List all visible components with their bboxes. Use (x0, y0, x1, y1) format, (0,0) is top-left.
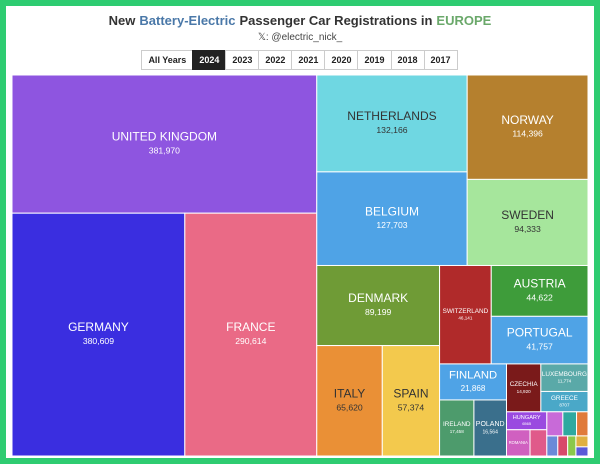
tile-label: FINLAND (449, 370, 497, 382)
value-label: 94,333 (514, 224, 541, 234)
tile (316, 345, 383, 457)
tile-label: ITALY (334, 386, 366, 400)
value-label: 44,622 (526, 292, 553, 302)
tile (490, 315, 589, 365)
tile (540, 363, 589, 392)
value-label: 11,774 (558, 379, 572, 384)
title-part: New (108, 13, 136, 28)
tile (557, 435, 569, 457)
value-label: 41,757 (526, 342, 553, 352)
tile-label: CZECHIA (510, 381, 539, 388)
year-tab[interactable]: 2021 (291, 50, 326, 70)
tile-label: FRANCE (226, 320, 275, 334)
tile-label: NETHERLANDS (347, 109, 436, 123)
tile-label: DENMARK (348, 291, 408, 305)
tile-label: ROMANIA (509, 440, 528, 445)
tile-label: UNITED KINGDOM (112, 130, 217, 144)
year-tab[interactable]: 2020 (324, 50, 359, 70)
subtitle: 𝕏: @electric_nick_ (257, 32, 343, 43)
value-label: 127,703 (376, 220, 407, 230)
tile (11, 74, 318, 214)
value-label: 89,199 (365, 307, 392, 317)
year-tabs: All Years 2024 2023 2022 2021 2020 2019 2018 201… (6, 50, 594, 70)
value-label: 380,609 (83, 336, 114, 346)
tile (575, 446, 589, 457)
value-label: 6565 (522, 421, 532, 426)
value-label: 17,458 (450, 429, 464, 434)
chart-title: New Battery-Electric Passenger Car Registr… (6, 13, 594, 28)
tile (546, 411, 564, 437)
title-part: EUROPE (436, 13, 492, 28)
value-label: 16,564 (483, 430, 499, 436)
tile-label: AUSTRIA (514, 276, 566, 290)
tile-label: PORTUGAL (507, 326, 573, 340)
tile (439, 399, 475, 457)
year-tab[interactable]: 2023 (225, 50, 260, 70)
tile-label: BELGIUM (365, 204, 419, 218)
tile (575, 435, 589, 448)
year-tab[interactable]: All Years (141, 50, 194, 70)
value-label: 8707 (559, 403, 570, 408)
value-label: 21,868 (461, 384, 486, 393)
value-label: 132,166 (376, 125, 407, 135)
tile-label: SPAIN (393, 386, 428, 400)
tile-label: SWEDEN (501, 208, 554, 222)
treemap: UNITED KINGDOM 381,970 GERMANY 380,609 FRANC… (11, 74, 589, 457)
tile-label: SWITZERLAND (443, 308, 489, 315)
value-label: 14,920 (517, 389, 531, 394)
tile-label: HUNGARY (513, 415, 541, 421)
tile (562, 411, 578, 437)
tile (316, 171, 468, 266)
tile-label: LUXEMBOURG (542, 371, 587, 378)
title-part: Battery-Electric (139, 13, 236, 28)
tile (184, 212, 318, 457)
tile-label: GERMANY (68, 320, 129, 334)
value-label: 381,970 (149, 146, 180, 156)
tile (381, 345, 441, 457)
tile (567, 435, 577, 457)
tile (529, 429, 548, 457)
tile (466, 178, 589, 266)
title-part: Passenger Car Registrations in (239, 13, 433, 28)
tile (490, 264, 589, 317)
year-tab[interactable]: 2017 (423, 50, 458, 70)
tile (439, 264, 492, 365)
value-label: 65,620 (336, 402, 363, 412)
tile (316, 74, 468, 173)
tile-label: IRELAND (443, 421, 471, 428)
tile (466, 74, 589, 180)
tile-label: NORWAY (501, 113, 553, 127)
value-label: 57,374 (398, 402, 425, 412)
tile-label: POLAND (476, 421, 505, 428)
tile (11, 212, 186, 457)
tile (473, 399, 507, 457)
tile-label: GREECE (551, 395, 578, 402)
value-label: 290,614 (235, 336, 266, 346)
year-tab[interactable]: 2022 (258, 50, 293, 70)
tile (576, 411, 589, 437)
value-label: 114,396 (512, 129, 543, 139)
value-label: 46,141 (458, 316, 472, 321)
tile (546, 435, 559, 457)
tile (316, 264, 441, 347)
